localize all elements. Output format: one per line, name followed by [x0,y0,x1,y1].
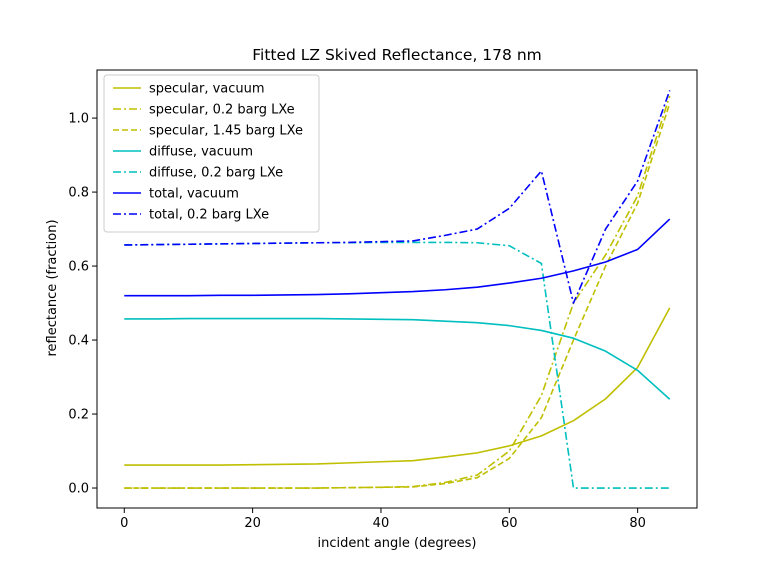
x-axis-label: incident angle (degrees) [317,536,476,551]
legend-label-6: total, 0.2 barg LXe [149,208,269,223]
legend-label-2: specular, 1.45 barg LXe [149,124,303,139]
series-layer [124,90,671,489]
legend-label-3: diffuse, vacuum [149,145,253,160]
series-line-4 [124,241,670,489]
y-tick-label: 0.4 [68,334,89,349]
series-line-0 [124,307,671,466]
x-axis-ticks: 0 20 40 60 80 [120,508,646,531]
y-axis-ticks: 0.0 0.2 0.4 0.6 0.8 1.0 [68,112,97,497]
x-tick-label: 0 [120,516,128,531]
x-tick-label: 40 [373,516,390,531]
chart-title: Fitted LZ Skived Reflectance, 178 nm [252,46,542,64]
legend-label-4: diffuse, 0.2 barg LXe [149,166,283,181]
legend-label-0: specular, vacuum [149,82,265,97]
series-line-3 [124,317,671,400]
series-line-2 [124,103,671,489]
x-tick-label: 60 [501,516,518,531]
legend-box [103,74,320,233]
legend: specular, vacuum specular, 0.2 barg LXe sp… [103,74,320,233]
x-tick-label: 20 [244,516,261,531]
series-line-6 [124,90,671,304]
legend-label-1: specular, 0.2 barg LXe [149,103,295,118]
x-tick-label: 80 [629,516,646,531]
y-tick-label: 0.8 [68,186,89,201]
y-axis-label: reflectance (fraction) [45,219,60,356]
y-tick-label: 0.6 [68,260,89,275]
y-tick-label: 0.2 [68,408,89,423]
series-line-5 [124,218,671,297]
plot-frame [96,69,698,509]
y-tick-label: 1.0 [68,112,89,127]
y-tick-label: 0.0 [68,482,89,497]
legend-label-5: total, vacuum [149,187,239,202]
